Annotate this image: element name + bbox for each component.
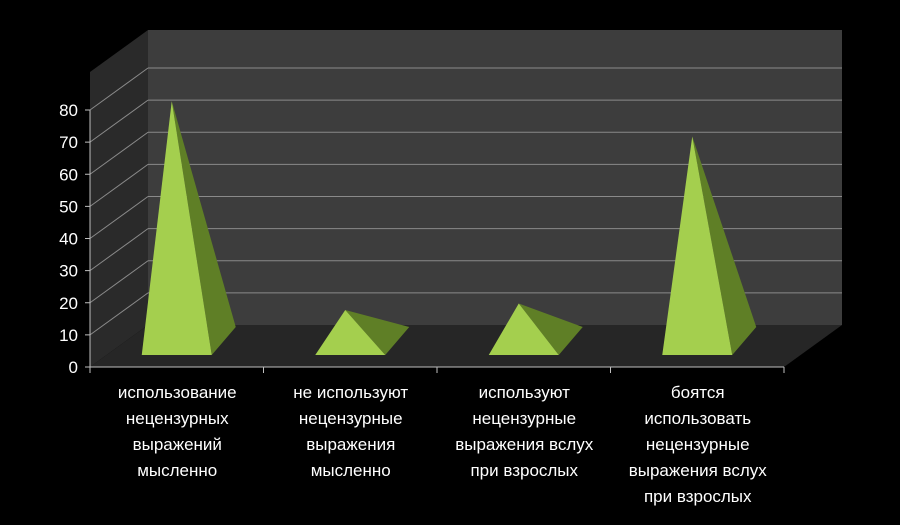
pyramid-front-face [141,101,212,355]
y-tick-label: 40 [59,230,78,249]
pyramid-front-face [315,309,386,355]
pyramid-side-face [171,101,236,355]
side-wall [90,30,148,367]
floor [90,325,842,367]
gridline-side [89,99,149,143]
y-tick-label: 0 [69,358,78,377]
y-tick-label: 20 [59,294,78,313]
pyramid-bar [315,309,410,355]
pyramid-front-face [488,303,559,355]
y-tick-label: 80 [59,101,78,120]
pyramid-side-face [518,303,583,355]
back-wall [148,30,842,325]
y-tick-label: 60 [59,165,78,184]
x-tick-label: боятся использовать нецензурные выражени… [628,383,767,506]
y-tick-label: 70 [59,133,78,152]
y-axis: 0 10 20 30 40 50 60 70 80 [59,101,785,377]
gridline-side [89,67,149,111]
gridline-side [89,260,149,304]
pyramid-front-face [662,136,733,355]
x-tick-label: не используют нецензурные выражения мысл… [293,383,409,480]
x-axis-labels: использование нецензурных выражений мысл… [0,380,900,520]
gridline-side [89,228,149,272]
gridline-side [89,196,149,239]
pyramid-side-face [692,136,757,355]
pyramid-bar [488,303,583,355]
y-tick-label: 50 [59,197,78,216]
pyramid-series [141,101,757,355]
gridline-side [89,131,149,175]
y-tick-label: 10 [59,326,78,345]
y-tick-label: 30 [59,262,78,281]
gridlines [89,67,842,336]
gridline-side [89,292,149,336]
pyramid-bar [662,136,757,355]
pyramid-bar [141,101,236,355]
chart-walls [90,30,842,367]
x-tick-label: использование нецензурных выражений мысл… [117,383,237,480]
x-tick-label: используют нецензурные выражения вслух п… [455,383,594,480]
gridline-side [89,163,149,207]
pyramid-side-face [345,309,410,355]
